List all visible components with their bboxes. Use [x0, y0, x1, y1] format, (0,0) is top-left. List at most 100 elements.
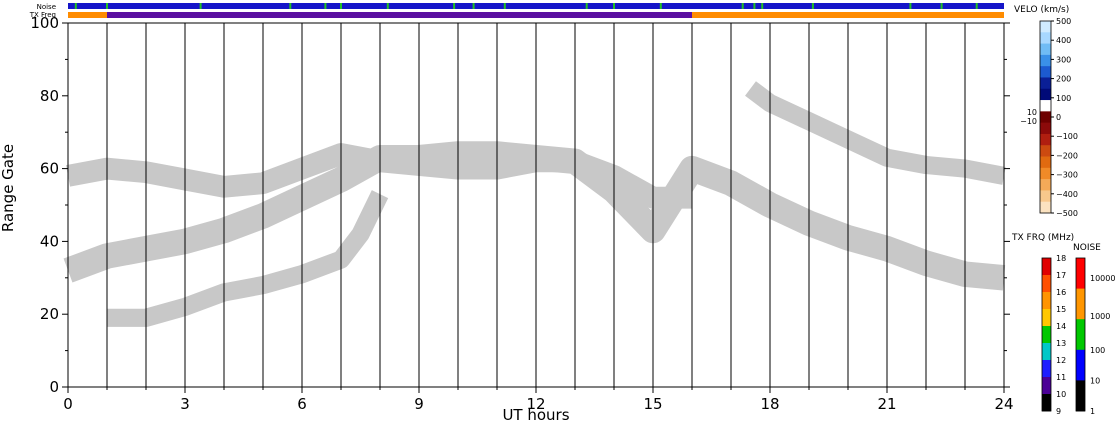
velocity-colorbar-tick-label: −100: [1056, 132, 1078, 141]
noise-band-marker: [340, 3, 342, 9]
velocity-colorbar-swatch: [1040, 88, 1051, 101]
y-tick-label: 60: [40, 160, 59, 178]
noise-colorbar-frame: [1075, 257, 1086, 412]
txfreq-colorbar-tick-label: 16: [1056, 288, 1066, 297]
y-axis-label: Range Gate: [0, 144, 17, 232]
txfreq-colorbar-tick-label: 18: [1056, 254, 1066, 263]
velocity-colorbar: 500 400 300 200 100 0 −100 −200 −300 −400 −500 10−1…: [1020, 17, 1078, 218]
x-tick-label: 6: [297, 395, 307, 413]
noise-band-marker: [74, 3, 77, 9]
txfreq-colorbar-swatch: [1042, 292, 1051, 310]
txfreq-colorbar-title: TX FRQ (MHz): [1011, 233, 1074, 243]
noise-colorbar-tick-label: 100: [1090, 346, 1105, 355]
noise-colorbar-swatch: [1076, 349, 1085, 381]
y-tick-label: 80: [40, 87, 59, 105]
velocity-colorbar-swatch: [1040, 201, 1051, 214]
noise-colorbar-tick-label: 1000: [1090, 312, 1110, 321]
noise-band-marker: [613, 3, 615, 9]
txfreq-band-segment: [68, 12, 107, 18]
y-tick-label: 100: [30, 14, 59, 32]
noise-band-marker: [811, 3, 814, 9]
velocity-colorbar-tick-label: −500: [1056, 209, 1078, 218]
velocity-colorbar-swatch: [1040, 66, 1051, 78]
txfreq-colorbar-tick-label: 15: [1056, 305, 1066, 314]
noise-band-marker: [503, 3, 506, 9]
velocity-colorbar-mid-label: 10: [1027, 108, 1037, 117]
x-tick-label: 9: [414, 395, 424, 413]
txfreq-colorbar-tick-label: 12: [1056, 356, 1066, 365]
y-tick-label: 20: [40, 305, 59, 323]
velocity-colorbar-swatch: [1040, 133, 1051, 146]
noise-colorbar-swatch: [1076, 258, 1085, 289]
noise-band-marker: [386, 3, 389, 9]
velocity-colorbar-swatch: [1040, 122, 1051, 135]
x-tick-label: 18: [760, 395, 779, 413]
txfreq-colorbar-frame: [1041, 257, 1052, 412]
noise-colorbar: 10000 1000 100 10 1: [1075, 257, 1115, 416]
x-tick-label: 0: [63, 395, 73, 413]
noise-band-marker: [472, 3, 475, 9]
x-tick-label: 12: [526, 395, 545, 413]
velocity-colorbar-tick-label: −400: [1056, 190, 1078, 199]
noise-band-marker: [453, 3, 456, 9]
noise-band-marker: [753, 3, 756, 9]
x-tick-label: 21: [877, 395, 896, 413]
velocity-colorbar-swatch: [1040, 77, 1051, 90]
velocity-colorbar-tick-label: 400: [1056, 36, 1071, 45]
txfreq-colorbar-swatch: [1042, 326, 1051, 344]
velocity-colorbar-swatch: [1040, 32, 1051, 44]
velocity-colorbar-swatch: [1040, 156, 1051, 169]
noise-band-marker: [324, 3, 327, 9]
x-tick-label: 3: [180, 395, 190, 413]
txfreq-band-label: TX Freq: [29, 11, 56, 19]
noise-band-marker: [585, 3, 588, 9]
txfreq-band-segment: [107, 12, 692, 18]
velocity-colorbar-tick-label: 0: [1056, 113, 1061, 122]
x-axis-label: UT hours: [502, 406, 569, 424]
x-tick-label: 24: [994, 395, 1013, 413]
velocity-colorbar-tick-label: −200: [1056, 151, 1078, 160]
velocity-colorbar-tick-label: 200: [1056, 75, 1071, 84]
velocity-colorbar-swatch: [1040, 54, 1051, 67]
velocity-colorbar-mid-label: −10: [1020, 117, 1037, 126]
noise-band-label: Noise: [37, 3, 56, 11]
noise-band-marker: [909, 3, 912, 9]
noise-colorbar-tick-label: 10000: [1090, 274, 1115, 283]
x-tick-label: 15: [643, 395, 662, 413]
txfreq-colorbar-tick-label: 11: [1056, 373, 1066, 382]
txfreq-colorbar-tick-label: 9: [1056, 407, 1061, 416]
txfreq-colorbar-swatch: [1042, 275, 1051, 293]
txfreq-colorbar-swatch: [1042, 343, 1051, 361]
y-tick-label: 0: [49, 378, 59, 396]
noise-band: [68, 3, 1004, 9]
txfreq-colorbar-tick-label: 10: [1056, 390, 1066, 399]
noise-band-marker: [106, 3, 108, 9]
velocity-colorbar-swatch: [1040, 100, 1051, 112]
velocity-colorbar-tick-label: 100: [1056, 94, 1071, 103]
noise-colorbar-tick-label: 1: [1090, 407, 1095, 416]
txfreq-colorbar-swatch: [1042, 360, 1051, 378]
velocity-colorbar-tick-label: 300: [1056, 55, 1071, 64]
axes: 0 3 6 9 12 15 18 21 24 0 20 40 60 80 100: [30, 14, 1013, 413]
noise-colorbar-title: NOISE: [1073, 243, 1101, 253]
noise-colorbar-swatch: [1076, 380, 1085, 412]
ground-scatter-band-3: [745, 81, 1006, 185]
txfreq-colorbar-swatch: [1042, 377, 1051, 395]
velocity-colorbar-swatch: [1040, 111, 1051, 124]
velocity-colorbar-title: VELO (km/s): [1014, 5, 1069, 15]
velocity-colorbar-swatch: [1040, 179, 1051, 191]
velocity-colorbar-swatch: [1040, 167, 1051, 180]
txfreq-band-segment: [692, 12, 1004, 18]
txfreq-colorbar-tick-label: 17: [1056, 271, 1066, 280]
noise-band-marker: [289, 3, 292, 9]
velocity-colorbar-swatch: [1040, 145, 1051, 157]
status-bands: [68, 3, 1004, 18]
noise-band-marker: [741, 3, 744, 9]
noise-band-marker: [975, 3, 978, 9]
txfreq-colorbar-swatch: [1042, 258, 1051, 276]
txfreq-colorbar-tick-label: 14: [1056, 322, 1066, 331]
noise-band-marker: [940, 3, 943, 9]
velocity-colorbar-swatch: [1040, 190, 1051, 203]
txfreq-colorbar-tick-label: 13: [1056, 339, 1066, 348]
